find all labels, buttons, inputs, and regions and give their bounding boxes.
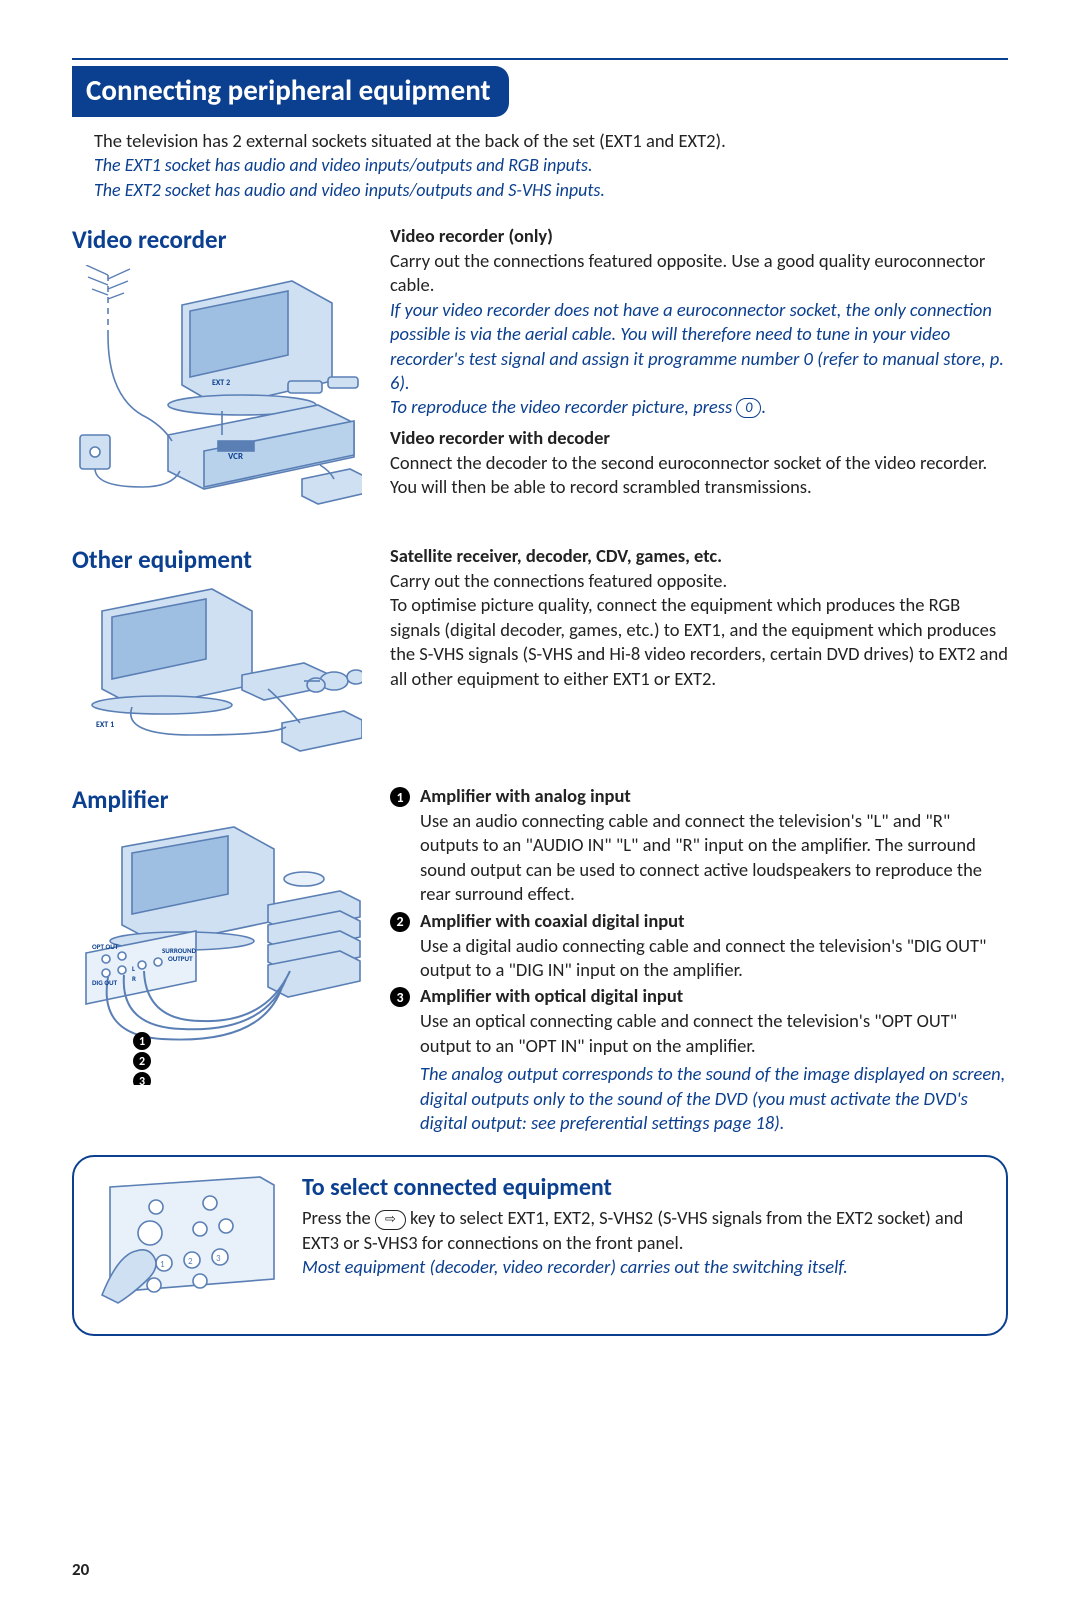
intro-plain: The television has 2 external sockets si… (94, 129, 1008, 153)
section-other-equipment: Other equipment (72, 544, 1008, 770)
vr-only-italic: If your video recorder does not have a e… (390, 298, 1008, 396)
svg-text:OPT OUT: OPT OUT (92, 942, 119, 951)
other-heading: Satellite receiver, decoder, CDV, games,… (390, 544, 1008, 567)
illustration-video-recorder: EXT 2 VCR (72, 265, 362, 525)
intro-italic-1: The EXT1 socket has audio and video inpu… (94, 153, 1008, 177)
select-body: Press the ⇨ key to select EXT1, EXT2, S-… (302, 1206, 984, 1255)
svg-text:2: 2 (139, 1055, 145, 1069)
top-rule (72, 58, 1008, 60)
vr-only-body: Carry out the connections featured oppos… (390, 249, 1008, 298)
section-video-recorder: Video recorder (72, 224, 1008, 530)
select-title: To select connected equipment (302, 1173, 984, 1202)
select-equipment-box: 1 2 3 To select connected equipment Press … (72, 1155, 1008, 1336)
select-note: Most equipment (decoder, video recorder)… (302, 1255, 984, 1279)
page-number: 20 (72, 1559, 89, 1580)
svg-text:2: 2 (188, 1256, 193, 1267)
amp-title-2: Amplifier with coaxial digital input (420, 909, 1008, 932)
vr-decoder-body: Connect the decoder to the second euroco… (390, 451, 1008, 500)
svg-text:EXT 2: EXT 2 (212, 378, 230, 388)
vr-only-heading: Video recorder (only) (390, 224, 1008, 247)
vr-only-italic-2: To reproduce the video recorder picture,… (390, 395, 1008, 419)
amp-item-1: 1 Amplifier with analog input Use an aud… (390, 784, 1008, 907)
vr-decoder-heading: Video recorder with decoder (390, 426, 1008, 449)
illustration-amplifier: OPT OUT DIG OUT SURROUND OUTPUT LR 1 2 3 (72, 825, 362, 1085)
svg-text:3: 3 (139, 1075, 145, 1085)
amp-title-3: Amplifier with optical digital input (420, 984, 1008, 1007)
amp-item-2: 2 Amplifier with coaxial digital input U… (390, 909, 1008, 983)
svg-text:3: 3 (216, 1253, 221, 1264)
amp-body-2: Use a digital audio connecting cable and… (420, 934, 1008, 983)
svg-text:R: R (132, 974, 136, 983)
amp-num-1-icon: 1 (390, 787, 410, 807)
source-key-icon: ⇨ (375, 1210, 406, 1229)
amp-title-1: Amplifier with analog input (420, 784, 1008, 807)
amp-num-2-icon: 2 (390, 912, 410, 932)
amp-item-3: 3 Amplifier with optical digital input U… (390, 984, 1008, 1058)
svg-text:EXT 1: EXT 1 (96, 720, 114, 730)
other-p2: To optimise picture quality, connect the… (390, 593, 1008, 691)
intro-italic-2: The EXT2 socket has audio and video inpu… (94, 178, 1008, 202)
svg-text:DIG OUT: DIG OUT (92, 978, 118, 987)
amp-body-1: Use an audio connecting cable and connec… (420, 809, 1008, 907)
section-amplifier: Amplifier (72, 784, 1008, 1135)
select-pre: Press the (302, 1206, 375, 1229)
svg-text:VCR: VCR (228, 451, 243, 462)
other-p1: Carry out the connections featured oppos… (390, 569, 1008, 593)
amp-body-3: Use an optical connecting cable and conn… (420, 1009, 1008, 1058)
key-zero-icon: 0 (736, 398, 761, 418)
amp-note: The analog output corresponds to the sou… (420, 1062, 1008, 1135)
svg-text:1: 1 (160, 1259, 165, 1270)
amp-num-3-icon: 3 (390, 987, 410, 1007)
vr-press-post: . (761, 395, 766, 418)
heading-other-equipment: Other equipment (72, 544, 362, 575)
vr-press-pre: To reproduce the video recorder picture,… (390, 395, 736, 418)
page-title: Connecting peripheral equipment (72, 66, 509, 117)
heading-amplifier: Amplifier (72, 784, 362, 815)
svg-text:OUTPUT: OUTPUT (168, 954, 193, 963)
svg-text:L: L (132, 964, 135, 973)
heading-video-recorder: Video recorder (72, 224, 362, 255)
intro-block: The television has 2 external sockets si… (94, 129, 1008, 202)
svg-text:1: 1 (139, 1035, 145, 1049)
illustration-remote-hand: 1 2 3 (90, 1173, 280, 1313)
illustration-other-equipment: EXT 1 (72, 585, 362, 765)
